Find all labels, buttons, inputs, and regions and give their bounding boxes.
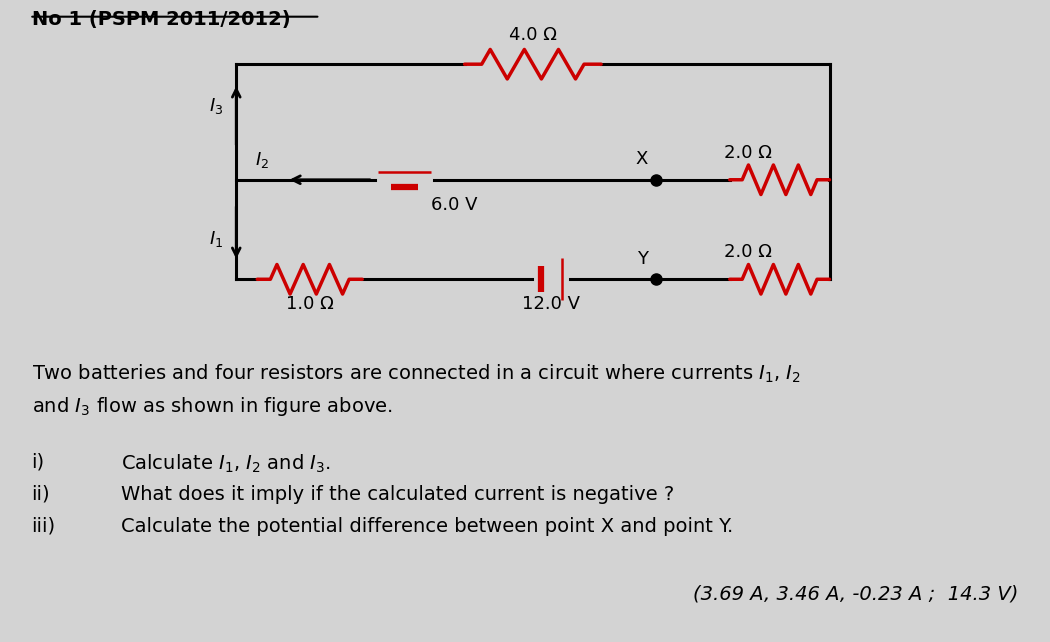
Text: 2.0 Ω: 2.0 Ω [724, 243, 773, 261]
Text: i): i) [32, 453, 44, 472]
Text: 4.0 Ω: 4.0 Ω [509, 26, 556, 44]
Text: What does it imply if the calculated current is negative ?: What does it imply if the calculated cur… [121, 485, 674, 504]
Text: No 1 (PSPM 2011/2012): No 1 (PSPM 2011/2012) [32, 10, 290, 29]
Text: $I_3$: $I_3$ [209, 96, 224, 116]
Text: 12.0 V: 12.0 V [522, 295, 581, 313]
Text: and $I_3$ flow as shown in figure above.: and $I_3$ flow as shown in figure above. [32, 395, 393, 418]
Text: 2.0 Ω: 2.0 Ω [724, 144, 773, 162]
Text: 1.0 Ω: 1.0 Ω [286, 295, 334, 313]
Text: ii): ii) [32, 485, 50, 504]
Text: Calculate the potential difference between point X and point Y.: Calculate the potential difference betwe… [121, 517, 733, 536]
Text: Two batteries and four resistors are connected in a circuit where currents $I_1$: Two batteries and four resistors are con… [32, 363, 800, 385]
Text: (3.69 A, 3.46 A, -0.23 A ;  14.3 V): (3.69 A, 3.46 A, -0.23 A ; 14.3 V) [693, 584, 1018, 603]
Text: Calculate $I_1$, $I_2$ and $I_3$.: Calculate $I_1$, $I_2$ and $I_3$. [121, 453, 331, 475]
Text: X: X [635, 150, 648, 168]
Text: $I_2$: $I_2$ [255, 150, 269, 170]
Text: 6.0 V: 6.0 V [430, 196, 477, 214]
Text: $I_1$: $I_1$ [209, 229, 224, 249]
Text: Y: Y [637, 250, 648, 268]
Text: iii): iii) [32, 517, 56, 536]
